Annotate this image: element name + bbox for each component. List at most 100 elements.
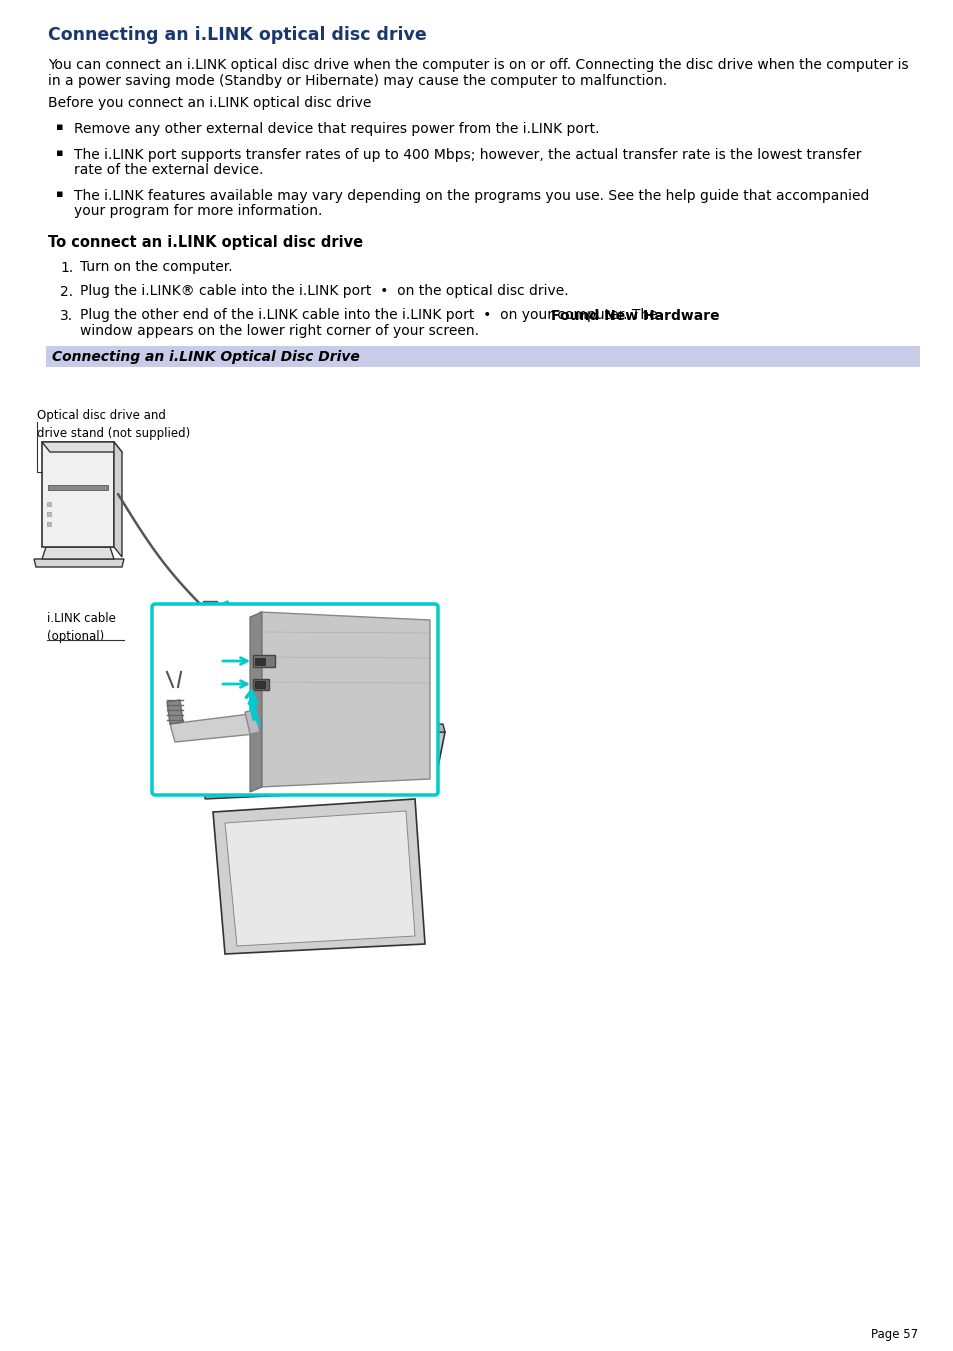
Bar xyxy=(42,442,113,547)
Text: Found New Hardware: Found New Hardware xyxy=(551,308,720,323)
Text: i.LINK port: i.LINK port xyxy=(161,676,222,688)
Polygon shape xyxy=(320,758,336,765)
Polygon shape xyxy=(377,766,394,771)
Polygon shape xyxy=(339,742,355,748)
Polygon shape xyxy=(283,742,298,748)
Polygon shape xyxy=(250,612,262,792)
Bar xyxy=(46,346,919,367)
Polygon shape xyxy=(320,774,336,780)
Polygon shape xyxy=(207,774,223,780)
Polygon shape xyxy=(302,742,317,748)
Text: Power port: Power port xyxy=(161,651,225,663)
Text: rate of the external device.: rate of the external device. xyxy=(74,163,263,177)
Polygon shape xyxy=(302,758,317,765)
Polygon shape xyxy=(207,742,223,748)
Polygon shape xyxy=(245,711,260,734)
Polygon shape xyxy=(302,766,317,771)
Polygon shape xyxy=(207,750,223,757)
Polygon shape xyxy=(377,742,394,748)
Polygon shape xyxy=(339,766,355,771)
Bar xyxy=(47,512,51,516)
Text: your program for more information.: your program for more information. xyxy=(74,204,322,219)
Polygon shape xyxy=(320,750,336,757)
Bar xyxy=(253,680,269,690)
Polygon shape xyxy=(34,559,124,567)
Polygon shape xyxy=(416,766,432,771)
Polygon shape xyxy=(358,750,375,757)
Polygon shape xyxy=(283,774,298,780)
Text: ▪: ▪ xyxy=(56,147,64,158)
Bar xyxy=(48,485,108,490)
Text: ▪: ▪ xyxy=(56,122,64,131)
Text: Plug the i.LINK® cable into the i.LINK port  •  on the optical disc drive.: Plug the i.LINK® cable into the i.LINK p… xyxy=(80,285,568,299)
Polygon shape xyxy=(42,442,122,453)
Text: Remove any other external device that requires power from the i.LINK port.: Remove any other external device that re… xyxy=(74,122,598,135)
Polygon shape xyxy=(183,724,444,744)
Text: Before you connect an i.LINK optical disc drive: Before you connect an i.LINK optical dis… xyxy=(48,96,371,109)
Polygon shape xyxy=(245,750,261,757)
FancyBboxPatch shape xyxy=(152,604,437,794)
Polygon shape xyxy=(264,766,280,771)
Polygon shape xyxy=(260,612,430,788)
Polygon shape xyxy=(226,766,242,771)
Polygon shape xyxy=(245,766,261,771)
Polygon shape xyxy=(339,774,355,780)
Polygon shape xyxy=(200,740,433,782)
Text: 2.: 2. xyxy=(60,285,73,299)
Bar xyxy=(47,521,51,526)
Text: The i.LINK features available may vary depending on the programs you use. See th: The i.LINK features available may vary d… xyxy=(74,189,868,203)
Polygon shape xyxy=(302,750,317,757)
Polygon shape xyxy=(207,758,223,765)
Polygon shape xyxy=(320,742,336,748)
Polygon shape xyxy=(264,774,280,780)
Text: Page 57: Page 57 xyxy=(870,1328,917,1342)
Text: window appears on the lower right corner of your screen.: window appears on the lower right corner… xyxy=(80,324,478,338)
Polygon shape xyxy=(264,750,280,757)
Text: You can connect an i.LINK optical disc drive when the computer is on or off. Con: You can connect an i.LINK optical disc d… xyxy=(48,58,907,72)
Polygon shape xyxy=(185,732,444,792)
Polygon shape xyxy=(283,758,298,765)
Polygon shape xyxy=(416,742,432,748)
Polygon shape xyxy=(416,758,432,765)
Polygon shape xyxy=(358,774,375,780)
Polygon shape xyxy=(358,742,375,748)
Text: Connecting an i.LINK Optical Disc Drive: Connecting an i.LINK Optical Disc Drive xyxy=(52,350,359,363)
Polygon shape xyxy=(245,774,261,780)
Text: Plug the other end of the i.LINK cable into the i.LINK port  •  on your computer: Plug the other end of the i.LINK cable i… xyxy=(80,308,661,323)
Text: Turn on the computer.: Turn on the computer. xyxy=(80,261,233,274)
Polygon shape xyxy=(358,758,375,765)
Polygon shape xyxy=(339,750,355,757)
Polygon shape xyxy=(283,766,298,771)
Polygon shape xyxy=(245,742,261,748)
Polygon shape xyxy=(358,766,375,771)
Polygon shape xyxy=(42,547,113,559)
Polygon shape xyxy=(225,811,415,946)
Polygon shape xyxy=(113,442,122,557)
Polygon shape xyxy=(264,742,280,748)
Bar xyxy=(253,655,274,667)
Polygon shape xyxy=(396,758,413,765)
Polygon shape xyxy=(205,782,424,798)
Polygon shape xyxy=(302,774,317,780)
Polygon shape xyxy=(377,750,394,757)
Bar xyxy=(203,601,216,609)
Text: Optical disc drive and
drive stand (not supplied): Optical disc drive and drive stand (not … xyxy=(37,409,190,440)
Polygon shape xyxy=(226,742,242,748)
Polygon shape xyxy=(283,750,298,757)
Polygon shape xyxy=(167,700,183,724)
Polygon shape xyxy=(416,750,432,757)
Text: 3.: 3. xyxy=(60,308,73,323)
Polygon shape xyxy=(220,607,250,627)
Text: in a power saving mode (Standby or Hibernate) may cause the computer to malfunct: in a power saving mode (Standby or Hiber… xyxy=(48,73,666,88)
Text: Connecting an i.LINK optical disc drive: Connecting an i.LINK optical disc drive xyxy=(48,26,426,45)
Polygon shape xyxy=(245,758,261,765)
Polygon shape xyxy=(377,758,394,765)
Bar xyxy=(254,681,265,688)
Polygon shape xyxy=(320,766,336,771)
Polygon shape xyxy=(416,774,432,780)
Polygon shape xyxy=(226,758,242,765)
Polygon shape xyxy=(170,713,254,742)
Text: ▪: ▪ xyxy=(56,189,64,199)
Text: 1.: 1. xyxy=(60,261,73,274)
Text: The i.LINK port supports transfer rates of up to 400 Mbps; however, the actual t: The i.LINK port supports transfer rates … xyxy=(74,147,861,162)
